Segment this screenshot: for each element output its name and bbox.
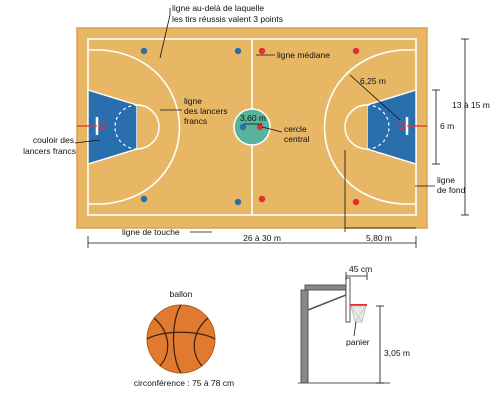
backboard [345, 277, 351, 323]
sideline-label: ligne de touche [122, 227, 180, 237]
three-point-line-label-1: ligne au-delà de laquelle [172, 3, 264, 13]
center-circle [233, 108, 271, 146]
ball-title: ballon [170, 289, 193, 299]
player-blue [234, 47, 242, 55]
player-red [258, 195, 266, 203]
three-point-radius-label: 6,25 m [360, 76, 386, 86]
center-circle-label-2: central [284, 134, 310, 144]
left-free-throw-circle-dashed [114, 104, 138, 150]
court [76, 27, 428, 229]
player-blue [239, 123, 247, 131]
player-red [352, 198, 360, 206]
left-hoop [98, 122, 106, 130]
top-arm [304, 284, 350, 291]
player-blue [140, 195, 148, 203]
lane-label-2: lancers francs [23, 146, 76, 156]
basket-label: panier [346, 337, 370, 347]
player-red [256, 123, 264, 131]
leader-lines [74, 8, 435, 233]
center-circle-label-1: cercle [284, 124, 307, 134]
lane-length-label: 5,80 m [366, 233, 392, 243]
right-three-point-line [323, 49, 416, 205]
end-line-label-2: de fond [437, 185, 466, 195]
basket-height-label: 3,05 m [384, 348, 410, 358]
lane-width-label: 6 m [440, 121, 454, 131]
ball-seams [146, 304, 216, 374]
court-width-label: 13 à 15 m [452, 100, 490, 110]
three-point-line-label-2: les tirs réussis valent 3 points [172, 14, 283, 24]
player-red [352, 47, 360, 55]
player-blue [234, 198, 242, 206]
ball [146, 304, 216, 374]
free-throw-line-label-2: des lancers [184, 106, 227, 116]
player-red [258, 47, 266, 55]
center-line-label: ligne médiane [277, 50, 330, 60]
free-throw-line-label-3: francs [184, 116, 207, 126]
ball-circumference-label: circonférence : 75 à 78 cm [134, 378, 234, 388]
lane-label-1: couloir des [33, 135, 74, 145]
left-free-throw-circle [136, 104, 160, 150]
hoop-structure [298, 277, 390, 384]
player-blue [140, 47, 148, 55]
right-hoop [398, 122, 406, 130]
left-three-point-line [88, 49, 181, 205]
backboard-offset-label: 45 cm [349, 264, 372, 274]
hoop-dimensions [345, 272, 384, 384]
free-throw-line-label-1: ligne [184, 96, 202, 106]
brace [307, 290, 347, 311]
end-line-label-1: ligne [437, 175, 455, 185]
net [350, 305, 367, 323]
pole [300, 289, 309, 384]
right-free-throw-circle-dashed [366, 104, 390, 150]
ball-illustration: ballon circonférence : 75 à 78 cm [134, 289, 234, 388]
court-length-label: 26 à 30 m [243, 233, 281, 243]
right-free-throw-circle [344, 104, 368, 150]
dimension-lines [87, 38, 469, 248]
center-circle-diameter-label: 3,60 m [240, 113, 266, 123]
